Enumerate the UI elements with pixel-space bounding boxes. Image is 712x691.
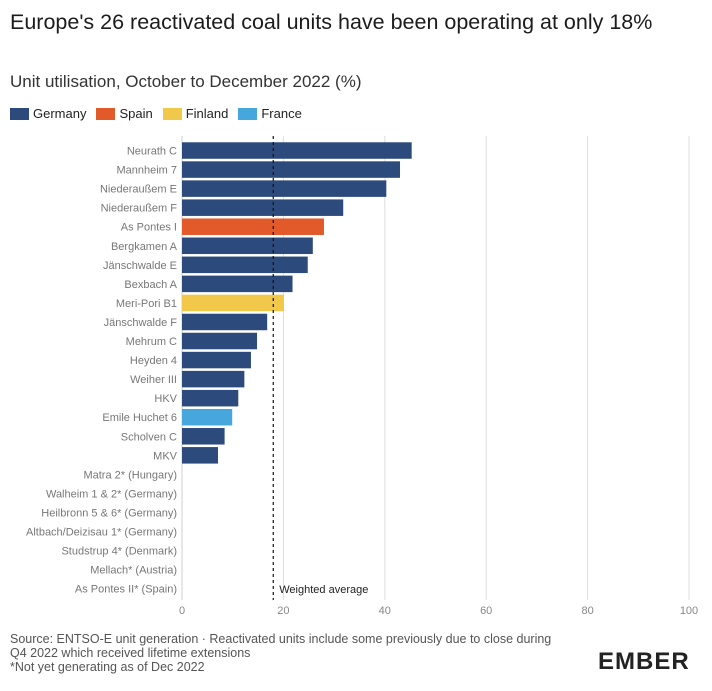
x-tick-label: 60 — [480, 605, 492, 617]
category-label: Jänschwalde F — [104, 317, 178, 329]
bar — [182, 428, 225, 445]
legend-swatch-spain — [96, 107, 116, 120]
category-label: Neurath C — [127, 146, 177, 158]
x-tick-label: 80 — [581, 605, 593, 617]
source-text: Source: ENTSO-E unit generation · Reacti… — [10, 632, 552, 660]
bar — [182, 389, 239, 407]
category-label: Weiher III — [130, 374, 177, 386]
weighted-average-label: Weighted average — [279, 584, 368, 596]
bar — [182, 313, 268, 331]
bar — [182, 408, 233, 426]
category-label: Heilbronn 5 & 6* (Germany) — [41, 507, 177, 519]
legend-label-spain: Spain — [119, 106, 153, 121]
bar — [182, 351, 251, 369]
bar — [182, 180, 387, 197]
bar — [182, 256, 308, 274]
legend-label-finland: Finland — [185, 106, 229, 121]
category-label: Mehrum C — [126, 336, 177, 348]
category-label: Niederaußem F — [101, 203, 178, 215]
x-tick-label: 20 — [277, 605, 289, 617]
legend-item-spain: Spain — [96, 106, 153, 121]
legend-item-germany: Germany — [10, 106, 86, 121]
category-label: Heyden 4 — [130, 355, 177, 367]
category-label: Bexbach A — [124, 279, 177, 291]
category-label: Scholven C — [121, 431, 177, 443]
category-label: Studstrup 4* (Denmark) — [61, 546, 177, 558]
category-label: Matra 2* (Hungary) — [83, 469, 177, 481]
x-tick-label: 40 — [379, 605, 391, 617]
legend-label-germany: Germany — [33, 106, 87, 121]
bar — [182, 237, 313, 255]
bar — [182, 142, 412, 159]
category-label: HKV — [154, 393, 177, 405]
legend-label-france: France — [261, 106, 302, 121]
category-label: Meri-Pori B1 — [116, 298, 177, 310]
bar — [182, 275, 293, 293]
legend-swatch-france — [238, 107, 258, 120]
category-label: Walheim 1 & 2* (Germany) — [46, 488, 177, 500]
bar — [182, 294, 284, 312]
x-tick-label: 100 — [680, 605, 698, 617]
legend-item-france: France — [238, 106, 302, 121]
x-tick-label: 0 — [179, 605, 185, 617]
chart-subtitle: Unit utilisation, October to December 20… — [10, 72, 362, 91]
bar — [182, 218, 324, 235]
bar — [182, 370, 245, 388]
legend-item-finland: Finland — [162, 106, 229, 121]
category-label: As Pontes II* (Spain) — [75, 584, 177, 596]
category-label: Mannheim 7 — [116, 165, 177, 177]
footnote-text: *Not yet generating as of Dec 2022 — [10, 660, 205, 674]
category-label: Bergkamen A — [111, 241, 178, 253]
category-label: MKV — [153, 450, 178, 462]
ember-logo: EMBER — [598, 648, 690, 675]
bar — [182, 447, 218, 464]
bar — [182, 199, 344, 216]
category-label: Altbach/Deizisau 1* (Germany) — [26, 527, 177, 539]
legend: Germany Spain Finland France — [10, 106, 312, 121]
legend-swatch-finland — [162, 107, 182, 120]
category-label: Mellach* (Austria) — [90, 565, 177, 577]
source-note: Source: ENTSO-E unit generation · Reacti… — [10, 632, 570, 674]
chart-title: Europe's 26 reactivated coal units have … — [10, 10, 653, 34]
category-label: Niederaußem E — [100, 184, 177, 196]
legend-swatch-germany — [10, 107, 29, 120]
bar — [182, 332, 258, 350]
category-label: As Pontes I — [121, 222, 177, 234]
category-label: Emile Huchet 6 — [102, 412, 177, 424]
category-label: Jänschwalde E — [103, 260, 177, 272]
bar — [182, 161, 401, 178]
bar-chart: Neurath C Mannheim 7 Niederaußem E Niederau… — [26, 136, 698, 617]
